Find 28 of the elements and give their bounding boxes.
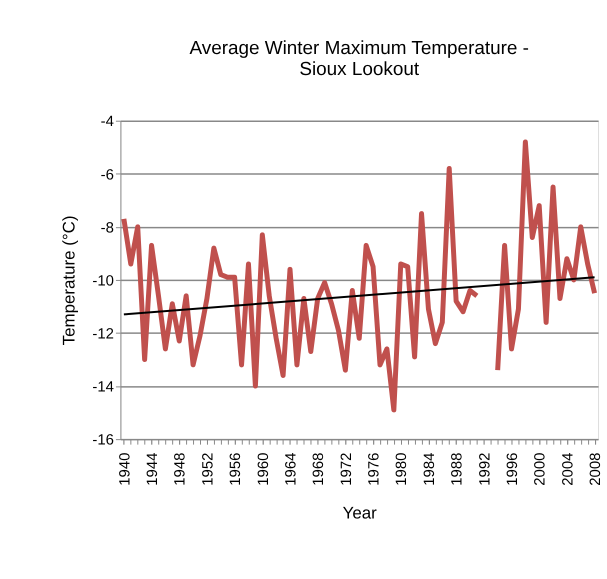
chart-title: Average Winter Maximum Temperature - Sioux Lookout (190, 38, 529, 80)
x-tick-label: 1940 (116, 452, 134, 486)
y-axis-title: Temperature (°C) (59, 215, 78, 346)
y-tick-label: -6 (100, 166, 114, 184)
x-tick-label: 1976 (366, 452, 383, 486)
x-tick-label: 2000 (532, 452, 549, 486)
x-tick-label: 1960 (254, 452, 272, 486)
x-tick-label: 1996 (504, 452, 521, 486)
x-tick-label: 1984 (420, 452, 438, 486)
y-tick-label: -8 (100, 219, 114, 236)
x-tick-label: 2008 (587, 452, 604, 486)
x-tick-label: 1992 (476, 452, 494, 486)
x-tick-label: 1964 (282, 452, 300, 486)
x-tick-label: 1968 (310, 452, 328, 486)
y-tick-label: -10 (92, 272, 114, 290)
x-tick-label: 1952 (199, 452, 216, 486)
y-tick-label: -16 (92, 432, 114, 449)
x-tick-label: 1944 (144, 452, 162, 486)
y-tick-label: -4 (100, 113, 114, 130)
x-tick-label: 2004 (559, 452, 576, 486)
y-tick-label: -14 (92, 378, 114, 396)
y-tick-label: -12 (92, 325, 114, 342)
x-axis-title: Year (342, 504, 378, 523)
x-tick-label: 1972 (338, 452, 355, 486)
x-tick-label: 1980 (393, 452, 410, 486)
x-tick-label: 1956 (227, 452, 244, 486)
x-tick-label: 1948 (172, 452, 189, 486)
x-tick-label: 1988 (448, 452, 466, 486)
